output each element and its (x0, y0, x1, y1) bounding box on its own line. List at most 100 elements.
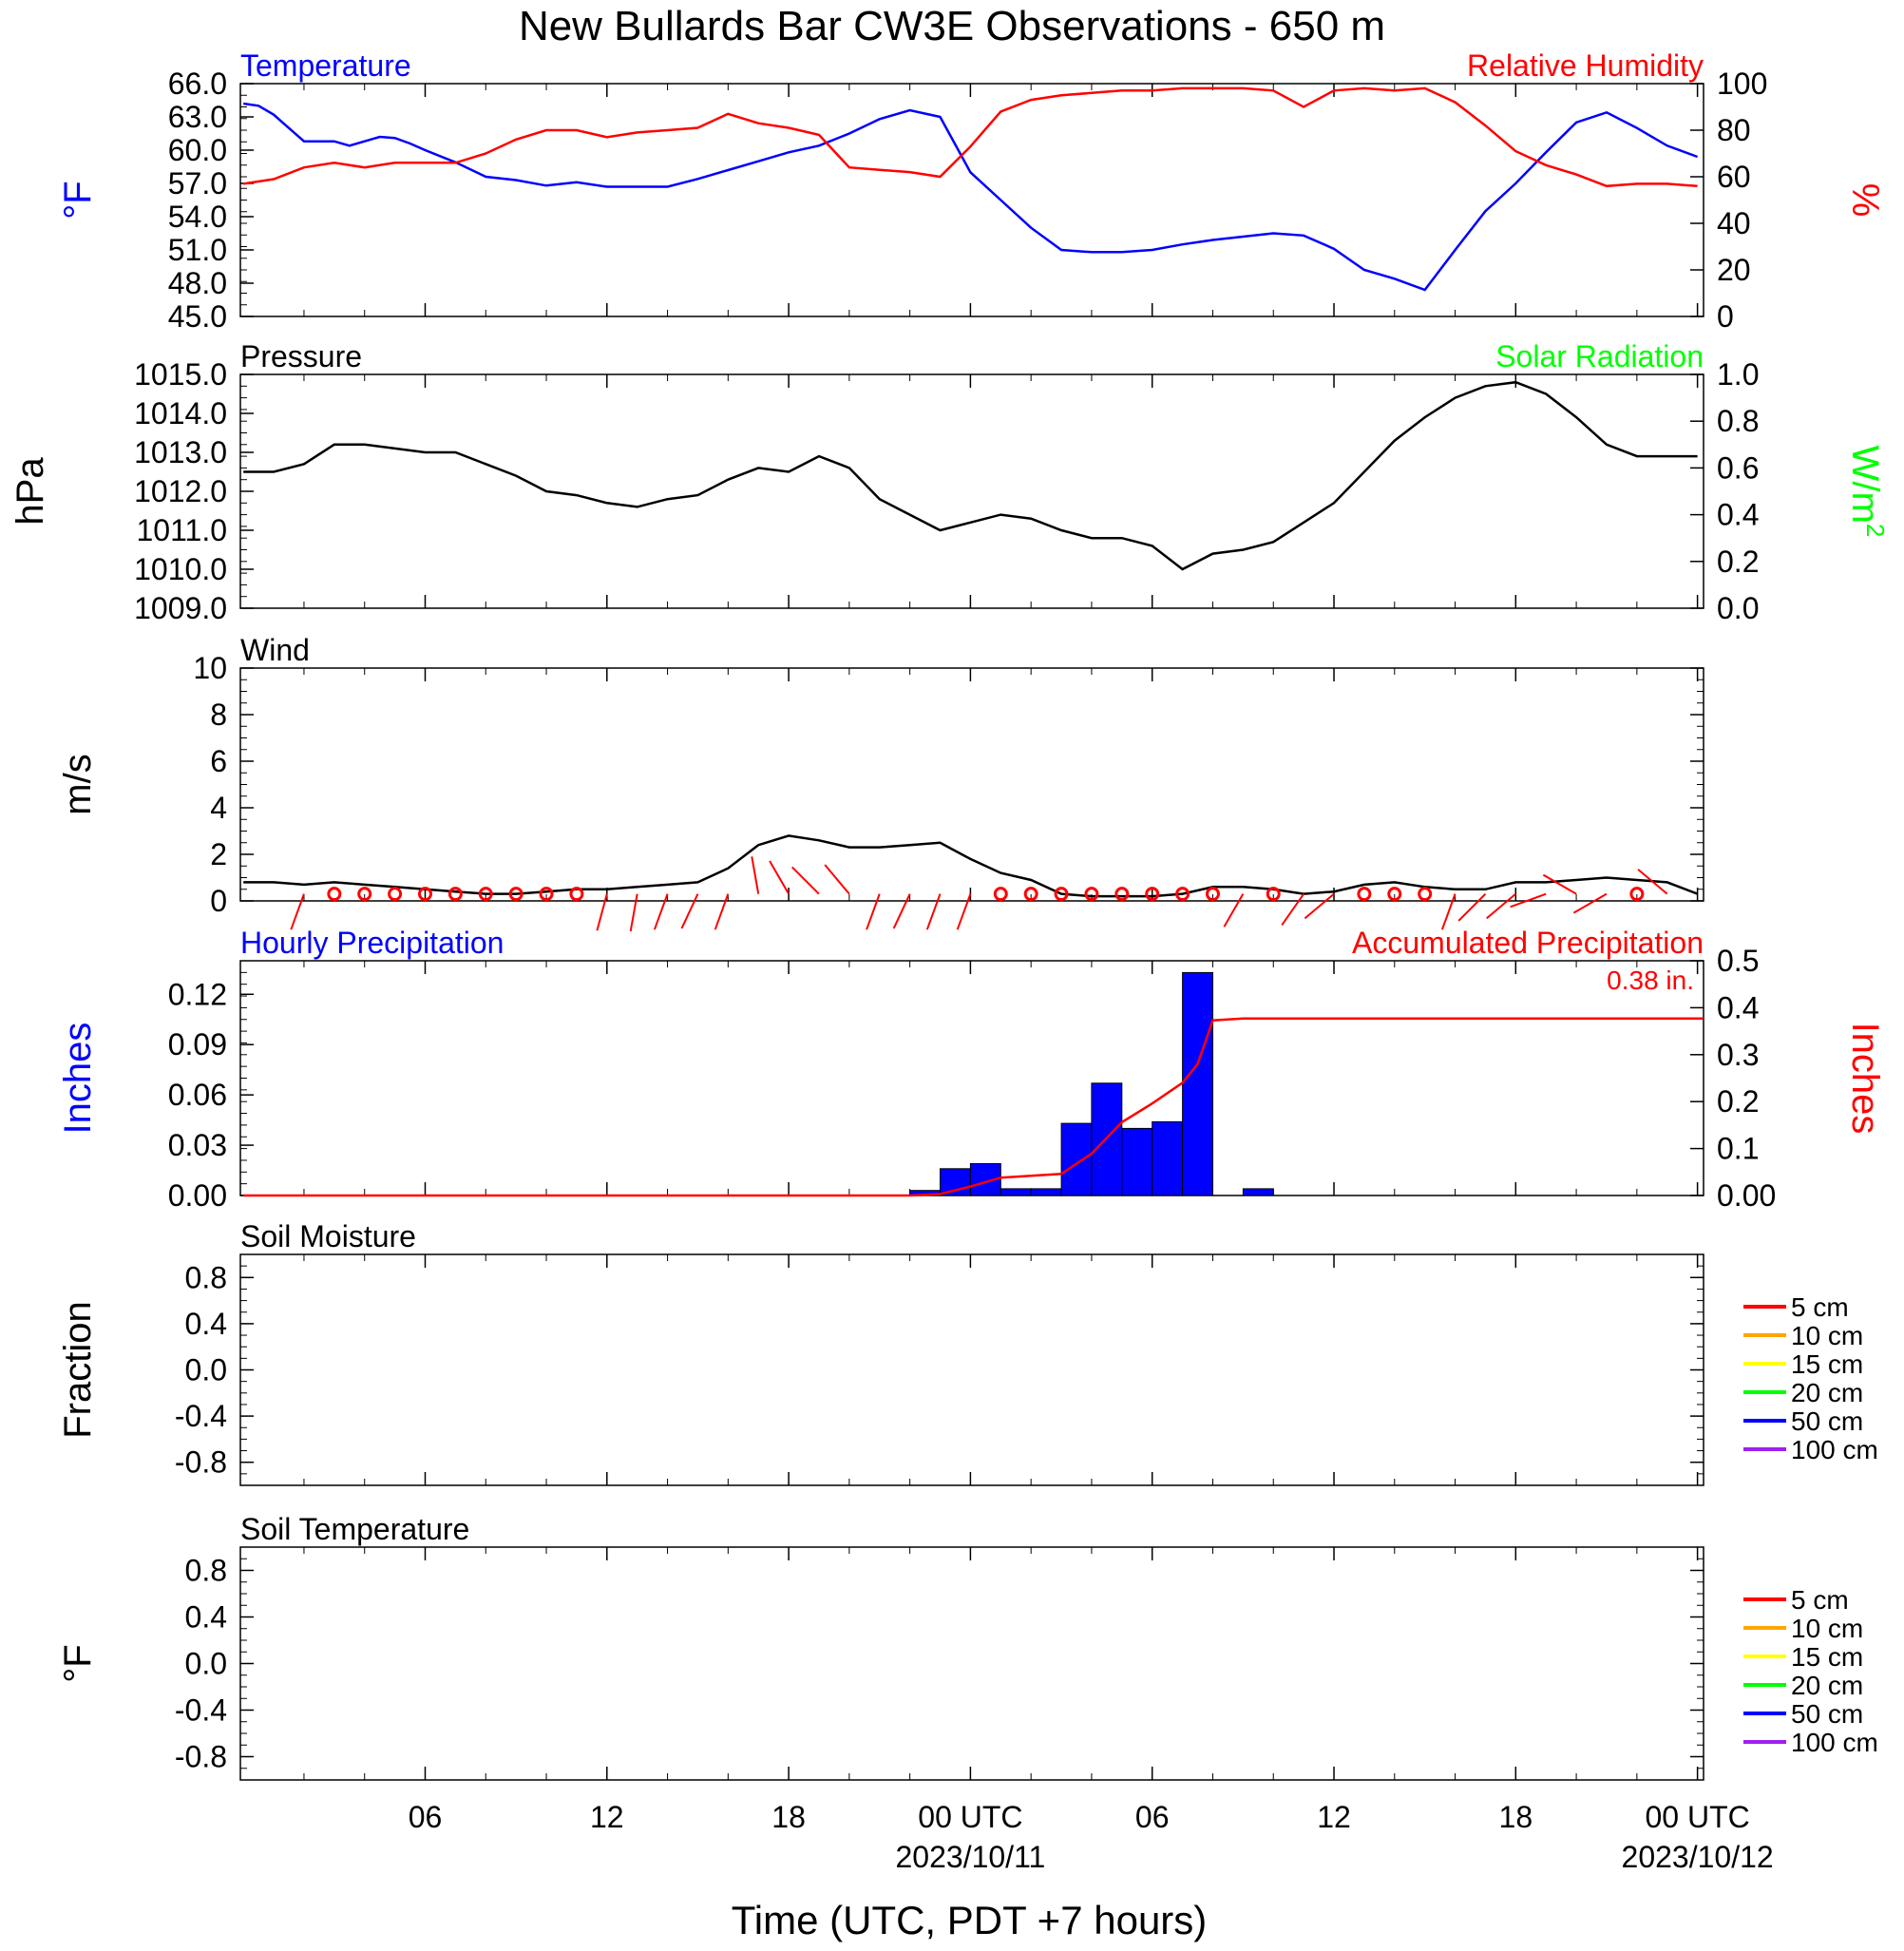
y-tick-label: 4 (210, 791, 227, 825)
y-tick-label: 1015.0 (134, 357, 227, 392)
y-axis-label-soil_temp: °F (57, 1644, 99, 1682)
y-tick-label: 0.12 (168, 977, 227, 1011)
calm-wind-circle (1629, 887, 1645, 902)
y-right-tick-label: 0.00 (1717, 1178, 1776, 1213)
y-tick-label: 0.0 (185, 1353, 227, 1387)
legend-label: 100 cm (1791, 1728, 1878, 1757)
calm-wind-circle (327, 887, 342, 902)
wind-barb (596, 893, 608, 931)
calm-wind-circle (1145, 887, 1160, 902)
y-tick-label: 0 (210, 884, 227, 918)
text-layer: New Bullards Bar CW3E Observations - 650… (10, 3, 1890, 1942)
panel-title-temp_rh: Temperature (240, 48, 411, 83)
calm-wind-circle (1114, 887, 1130, 902)
humidity-line (243, 86, 1698, 188)
y-right-tick-label: 20 (1717, 253, 1751, 287)
panel-frame-soil_moisture (239, 1253, 1704, 1486)
precip-bar (1060, 1122, 1093, 1196)
pressure-line (243, 380, 1698, 571)
legend-label: 10 cm (1791, 1321, 1863, 1350)
y-tick-label: 8 (210, 698, 227, 732)
calm-wind-circle (1054, 887, 1069, 902)
panel-frame-temp_rh (239, 83, 1704, 317)
wind-barb (1572, 892, 1608, 914)
calm-wind-circle (1023, 887, 1038, 902)
x-axis-label: Time (UTC, PDT +7 hours) (732, 1898, 1208, 1942)
x-tick-label: 00 UTC (918, 1800, 1022, 1834)
y-tick-label: 0.03 (168, 1128, 227, 1162)
wind-barb (653, 893, 669, 930)
calm-wind-circle (478, 887, 493, 902)
legend-label: 5 cm (1791, 1292, 1849, 1322)
y-tick-label: 1009.0 (134, 591, 227, 625)
precip-bar (1121, 1127, 1153, 1196)
y-tick-label: -0.8 (175, 1445, 227, 1480)
calm-wind-circle (417, 887, 432, 902)
panel-right-title-temp_rh: Relative Humidity (1467, 48, 1704, 83)
y-right-axis-label-precip: Inches (1844, 1023, 1886, 1135)
wind-barb (892, 893, 911, 929)
panel-title-precip: Hourly Precipitation (240, 926, 504, 960)
wind-barb (1510, 892, 1547, 909)
y-tick-label: 1011.0 (137, 513, 228, 547)
wind-barb (1637, 869, 1668, 895)
y-right-tick-label: 0.4 (1717, 990, 1759, 1024)
calm-wind-circle (357, 887, 372, 902)
calm-wind-circle (1175, 887, 1190, 902)
y-right-tick-label: 0 (1717, 299, 1734, 334)
wind-barb (1486, 892, 1516, 920)
y-tick-label: 45.0 (168, 299, 227, 334)
y-tick-label: 1012.0 (134, 474, 227, 508)
y-right-tick-label: 0.2 (1717, 1084, 1759, 1119)
precip-bar (1182, 971, 1213, 1196)
legend-label: 20 cm (1791, 1671, 1863, 1700)
data-layer (243, 86, 1786, 1744)
panel-frame-soil_temp (239, 1546, 1704, 1781)
y-tick-label: 0.0 (185, 1647, 227, 1681)
y-right-axis-label-pressure: W/m2 (1844, 446, 1890, 538)
legend-label: 100 cm (1791, 1435, 1878, 1464)
calm-wind-circle (447, 887, 463, 902)
wind-barb (956, 893, 972, 930)
wind-barb (1281, 893, 1304, 926)
y-axis-label-soil_moisture: Fraction (57, 1301, 99, 1439)
y-tick-label: 0.06 (168, 1078, 227, 1112)
legend-label: 50 cm (1791, 1699, 1863, 1729)
y-tick-label: 1013.0 (134, 435, 227, 469)
y-axis-label-precip: Inches (57, 1023, 99, 1135)
calm-wind-circle (1084, 887, 1099, 902)
wind-barb (866, 893, 881, 930)
y-right-tick-label: 0.0 (1717, 591, 1759, 625)
x-tick-label: 06 (1135, 1800, 1170, 1834)
panel-title-soil_temp: Soil Temperature (240, 1512, 469, 1546)
legend-label: 5 cm (1791, 1585, 1849, 1615)
precip-bar (1000, 1188, 1032, 1196)
y-right-tick-label: 80 (1717, 113, 1751, 147)
wind-barb (751, 856, 760, 894)
calm-wind-circle (1205, 887, 1220, 902)
wind-barb (824, 864, 850, 895)
y-tick-label: 48.0 (168, 266, 227, 300)
legend-label: 10 cm (1791, 1614, 1863, 1643)
y-right-tick-label: 40 (1717, 206, 1751, 240)
calm-wind-circle (539, 887, 554, 902)
calm-wind-circle (993, 887, 1008, 902)
panel-frame-pressure (239, 373, 1704, 609)
calm-wind-circle (1387, 887, 1402, 902)
y-tick-label: 0.4 (185, 1600, 227, 1635)
calm-wind-circle (388, 887, 403, 902)
y-tick-label: 0.09 (168, 1027, 227, 1062)
y-tick-label: 60.0 (168, 133, 227, 167)
chart-title: New Bullards Bar CW3E Observations - 650… (519, 3, 1385, 49)
y-tick-label: 54.0 (168, 200, 227, 234)
wind-barb (629, 893, 638, 932)
y-axis-label-temp_rh: °F (57, 181, 99, 219)
y-tick-label: 57.0 (168, 166, 227, 201)
legend-label: 20 cm (1791, 1378, 1863, 1407)
y-right-tick-label: 0.8 (1717, 404, 1759, 438)
y-tick-label: 0.8 (185, 1554, 227, 1588)
y-tick-label: 0.4 (185, 1307, 227, 1341)
wind-barb (1304, 892, 1335, 920)
panel-title-pressure: Pressure (240, 339, 362, 373)
wind-barb (790, 866, 820, 895)
